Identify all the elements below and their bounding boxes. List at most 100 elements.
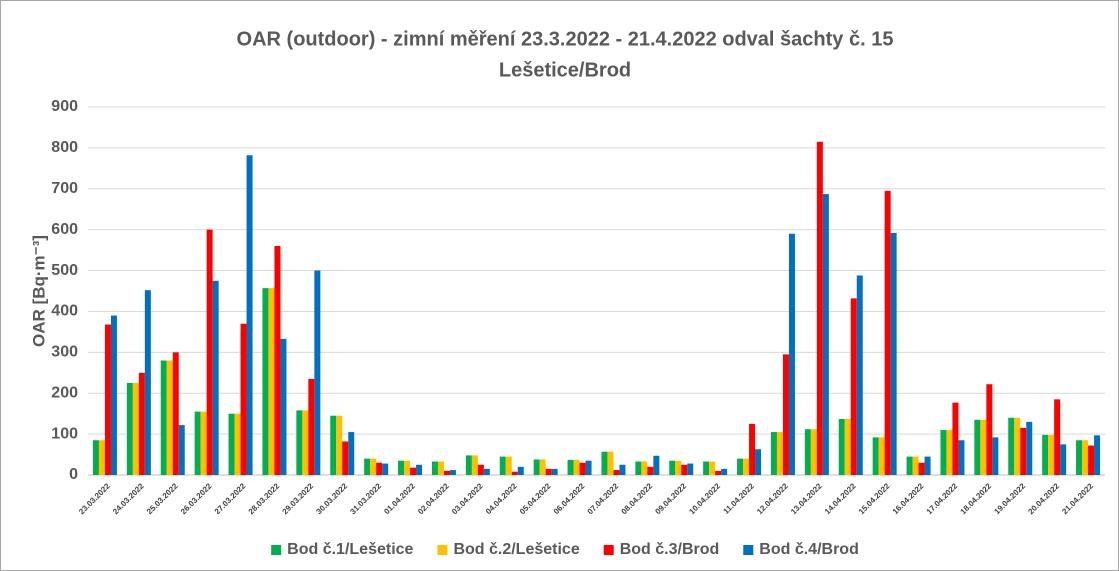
bar bbox=[132, 383, 139, 475]
bar bbox=[585, 460, 592, 475]
bar bbox=[567, 459, 574, 475]
bar bbox=[308, 378, 315, 475]
bar bbox=[511, 471, 518, 475]
bar bbox=[370, 458, 377, 475]
bar bbox=[545, 468, 552, 475]
bar bbox=[573, 459, 580, 475]
bar bbox=[1076, 440, 1083, 475]
bar bbox=[782, 354, 789, 475]
bar bbox=[262, 288, 269, 475]
bar bbox=[653, 455, 660, 475]
bar bbox=[138, 372, 145, 475]
bar bbox=[850, 298, 857, 475]
legend-swatch bbox=[271, 545, 282, 555]
bar bbox=[465, 455, 472, 475]
bar bbox=[172, 352, 179, 475]
bar bbox=[342, 441, 349, 475]
bar bbox=[533, 459, 540, 475]
bar bbox=[348, 432, 355, 475]
y-tick-label: 700 bbox=[51, 180, 78, 197]
bar bbox=[1060, 444, 1067, 475]
bar bbox=[398, 460, 405, 475]
bar bbox=[641, 461, 648, 475]
bar bbox=[755, 449, 762, 475]
bar bbox=[280, 338, 287, 475]
bar bbox=[314, 270, 321, 475]
bar bbox=[499, 456, 506, 475]
legend-swatch bbox=[743, 545, 754, 555]
bar bbox=[992, 437, 999, 475]
bar bbox=[200, 411, 207, 475]
bar bbox=[776, 432, 783, 475]
legend-label: Bod č.2/Lešetice bbox=[453, 541, 579, 558]
bar bbox=[471, 455, 478, 475]
bar bbox=[449, 470, 456, 475]
bar bbox=[160, 360, 167, 475]
bar bbox=[635, 461, 642, 475]
bar bbox=[613, 470, 620, 475]
bar bbox=[477, 464, 484, 475]
bar bbox=[906, 456, 913, 475]
bar bbox=[1014, 417, 1021, 475]
bar bbox=[952, 402, 959, 475]
bar bbox=[816, 141, 823, 475]
y-tick-label: 500 bbox=[51, 262, 78, 279]
bar bbox=[382, 463, 389, 475]
bar bbox=[1042, 434, 1049, 475]
y-tick-label: 400 bbox=[51, 303, 78, 320]
bar bbox=[431, 461, 438, 475]
y-tick-label: 100 bbox=[51, 425, 78, 442]
chart-title: Lešetice/Brod bbox=[499, 59, 631, 81]
bar bbox=[669, 460, 676, 475]
bar bbox=[1088, 445, 1095, 475]
legend-label: Bod č.4/Brod bbox=[759, 541, 859, 558]
bar bbox=[416, 464, 423, 475]
bar bbox=[607, 451, 614, 475]
bar bbox=[98, 440, 105, 475]
bar bbox=[709, 461, 716, 475]
bar bbox=[234, 413, 241, 475]
bar bbox=[890, 232, 897, 475]
bar bbox=[912, 456, 919, 475]
legend-label: Bod č.1/Lešetice bbox=[287, 541, 413, 558]
bar bbox=[681, 464, 688, 475]
bar bbox=[336, 415, 343, 475]
y-axis-label: OAR [Bq·m⁻³] bbox=[29, 235, 48, 347]
bar bbox=[974, 419, 981, 475]
bar bbox=[878, 437, 885, 475]
y-tick-label: 600 bbox=[51, 221, 78, 238]
bar bbox=[822, 194, 829, 476]
legend-swatch bbox=[603, 545, 614, 555]
bar bbox=[749, 423, 756, 475]
y-tick-label: 900 bbox=[51, 98, 78, 115]
bar bbox=[404, 460, 411, 475]
bar bbox=[517, 466, 524, 475]
y-tick-label: 0 bbox=[69, 466, 78, 483]
bar bbox=[551, 468, 558, 475]
bar bbox=[1048, 434, 1055, 475]
bar bbox=[721, 468, 728, 475]
bar bbox=[268, 288, 275, 475]
bar bbox=[1008, 417, 1015, 475]
bar bbox=[958, 440, 965, 475]
bar bbox=[166, 360, 173, 475]
bar bbox=[104, 324, 111, 475]
bar bbox=[986, 384, 993, 475]
bar bbox=[212, 280, 219, 475]
bar bbox=[144, 290, 151, 475]
bar bbox=[539, 459, 546, 475]
bar bbox=[410, 467, 417, 475]
bar bbox=[206, 229, 213, 475]
bar bbox=[437, 461, 444, 475]
bar bbox=[940, 430, 947, 475]
bar bbox=[376, 462, 383, 475]
legend-label: Bod č.3/Brod bbox=[620, 541, 720, 558]
bar bbox=[579, 462, 586, 475]
bar bbox=[126, 383, 133, 475]
bar bbox=[715, 470, 722, 475]
y-tick-label: 300 bbox=[51, 344, 78, 361]
bar bbox=[194, 411, 201, 475]
bar bbox=[92, 440, 99, 475]
legend-swatch bbox=[437, 545, 448, 555]
bar bbox=[1054, 399, 1061, 475]
